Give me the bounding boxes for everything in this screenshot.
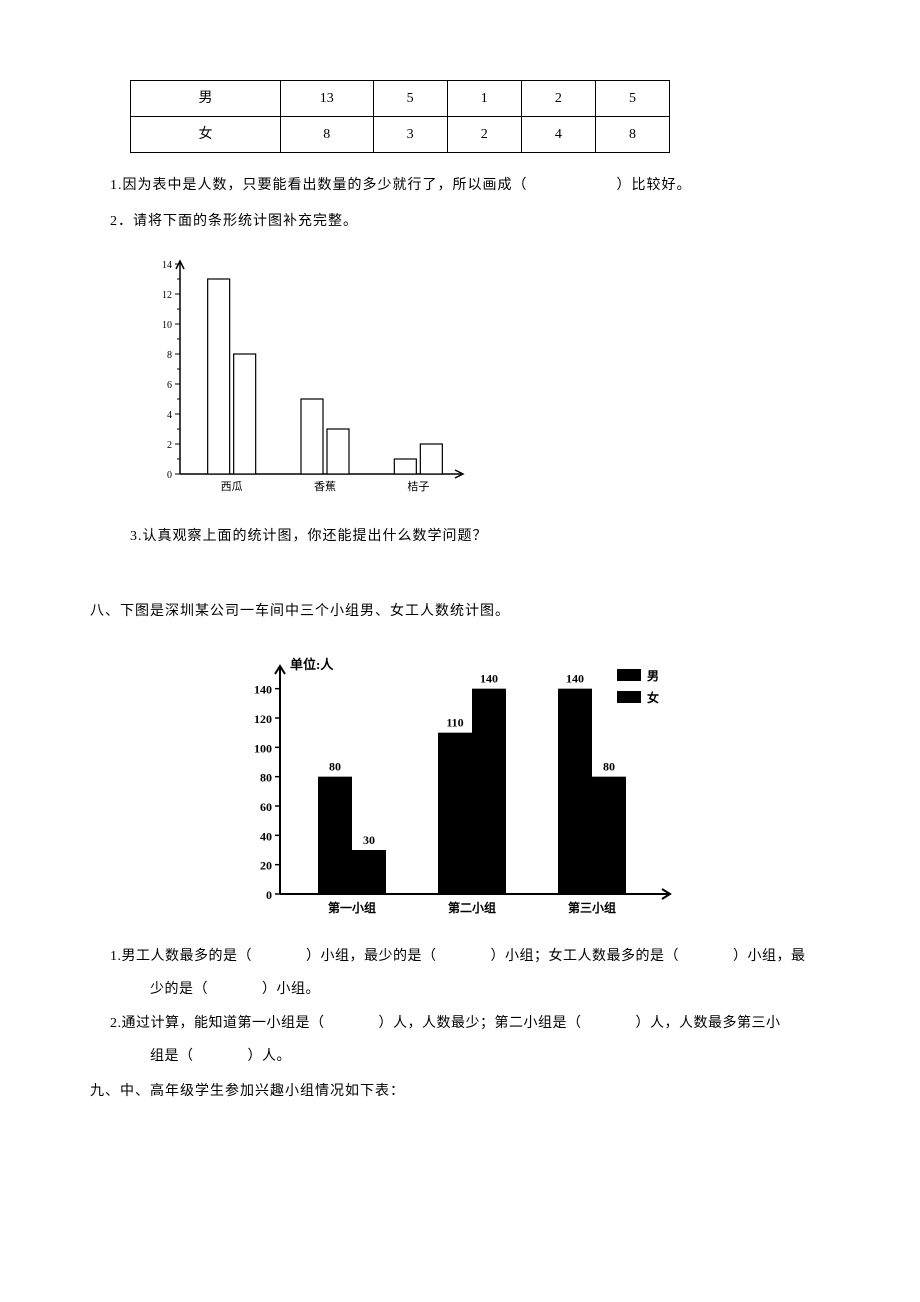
svg-text:2: 2: [167, 440, 172, 451]
svg-text:8: 8: [167, 350, 172, 361]
svg-text:6: 6: [167, 380, 172, 391]
svg-text:第二小组: 第二小组: [448, 900, 496, 915]
svg-text:80: 80: [603, 760, 615, 774]
svg-text:女: 女: [647, 690, 659, 705]
svg-text:140: 140: [254, 683, 272, 697]
table-cell: 3: [373, 117, 447, 153]
question-1: 1.因为表中是人数，只要能看出数量的多少就行了，所以画成（ ）比较好。: [110, 173, 830, 198]
fruit-preference-table: 男135125女83248: [130, 80, 670, 153]
row-label: 男: [131, 81, 281, 117]
question-3: 3.认真观察上面的统计图，你还能提出什么数学问题？: [130, 524, 830, 549]
row-label: 女: [131, 117, 281, 153]
svg-text:20: 20: [260, 859, 272, 873]
svg-text:40: 40: [260, 829, 272, 843]
svg-text:120: 120: [254, 712, 272, 726]
svg-text:110: 110: [446, 716, 463, 730]
svg-text:14: 14: [162, 260, 172, 271]
svg-text:第一小组: 第一小组: [328, 900, 376, 915]
table-cell: 2: [521, 81, 595, 117]
svg-text:4: 4: [167, 410, 172, 421]
section8-q2-line1: 2.通过计算，能知道第一小组是（ ）人，人数最少；第二小组是（ ）人，人数最多第…: [110, 1011, 830, 1036]
svg-text:60: 60: [260, 800, 272, 814]
chart2-svg: 单位:人 0 20 40 60 80 100 120 140 80 30 第一小组 110 140 第二小组…: [220, 644, 700, 924]
svg-text:10: 10: [162, 320, 172, 331]
svg-text:140: 140: [566, 672, 584, 686]
svg-text:西瓜: 西瓜: [221, 481, 243, 493]
section8-q1-line2: 少的是（ ）小组。: [150, 977, 830, 1002]
section8-q1-line1: 1.男工人数最多的是（ ）小组，最少的是（ ）小组；女工人数最多的是（ ）小组，…: [110, 944, 830, 969]
section-9-title: 九、中、高年级学生参加兴趣小组情况如下表：: [90, 1079, 830, 1104]
question-2: 2．请将下面的条形统计图补充完整。: [110, 209, 830, 234]
svg-text:140: 140: [480, 672, 498, 686]
q1-prefix: 1.因为表中是人数，只要能看出数量的多少就行了，所以画成（: [110, 178, 528, 193]
table-cell: 4: [521, 117, 595, 153]
svg-text:100: 100: [254, 741, 272, 755]
table-cell: 5: [373, 81, 447, 117]
svg-text:80: 80: [329, 760, 341, 774]
svg-text:0: 0: [167, 470, 172, 481]
fruit-bar-chart: 0 2 4 6 8 10 12 14 西瓜 香蕉 桔子: [140, 254, 830, 504]
table-cell: 8: [281, 117, 374, 153]
q1-suffix: ）比较好。: [617, 178, 692, 193]
svg-text:香蕉: 香蕉: [314, 480, 336, 493]
table-cell: 2: [447, 117, 521, 153]
table-cell: 8: [595, 117, 669, 153]
workers-bar-chart: 单位:人 0 20 40 60 80 100 120 140 80 30 第一小组 110 140 第二小组…: [220, 644, 700, 924]
svg-text:80: 80: [260, 771, 272, 785]
svg-text:单位:人: 单位:人: [290, 657, 334, 672]
svg-text:第三小组: 第三小组: [568, 900, 616, 915]
svg-text:0: 0: [266, 888, 272, 902]
table-cell: 13: [281, 81, 374, 117]
section8-q2-line2: 组是（ ）人。: [150, 1044, 830, 1069]
svg-text:12: 12: [162, 290, 172, 301]
table-cell: 1: [447, 81, 521, 117]
svg-text:男: 男: [647, 669, 659, 683]
chart1-svg: 0 2 4 6 8 10 12 14 西瓜 香蕉 桔子: [140, 254, 470, 504]
svg-text:30: 30: [363, 833, 375, 847]
table-cell: 5: [595, 81, 669, 117]
section-8-title: 八、下图是深圳某公司一车间中三个小组男、女工人数统计图。: [90, 599, 830, 624]
svg-text:桔子: 桔子: [407, 479, 429, 493]
